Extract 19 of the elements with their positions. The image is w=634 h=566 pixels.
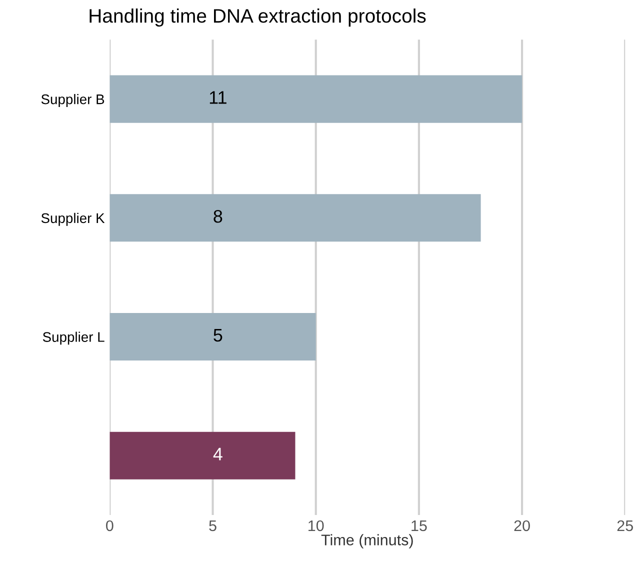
bar	[110, 432, 296, 480]
y-tick-label: Supplier B	[41, 94, 104, 107]
annotation: 11	[210, 91, 226, 104]
x-tick-label: 5	[209, 520, 216, 532]
annotation: 5	[214, 329, 222, 342]
annotation: 4	[213, 448, 222, 460]
x-tick-label: 20	[514, 520, 530, 532]
annotation: 8	[214, 210, 222, 223]
x-tick-label: 15	[412, 520, 427, 532]
y-tick-label: Supplier L	[42, 332, 104, 345]
x-tick-label: 10	[308, 520, 324, 532]
bar	[110, 75, 522, 123]
bar	[110, 194, 481, 242]
chart-title: Handling time DNA extraction protocols	[90, 8, 426, 27]
x-tick-label: 0	[106, 520, 114, 532]
x-axis-title: Time (minuts)	[321, 534, 413, 548]
y-tick-label: Supplier K	[41, 212, 105, 226]
x-tick-label: 25	[617, 520, 633, 532]
bar	[110, 313, 316, 361]
